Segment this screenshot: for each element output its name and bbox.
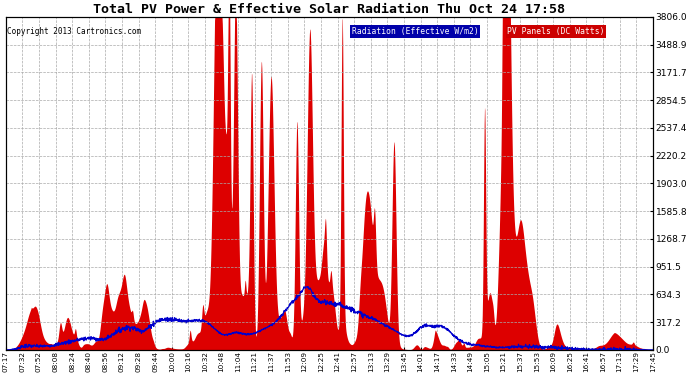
Text: Radiation (Effective W/m2): Radiation (Effective W/m2) (352, 27, 479, 36)
Title: Total PV Power & Effective Solar Radiation Thu Oct 24 17:58: Total PV Power & Effective Solar Radiati… (93, 3, 565, 16)
Text: Copyright 2013 Cartronics.com: Copyright 2013 Cartronics.com (7, 27, 141, 36)
Text: PV Panels (DC Watts): PV Panels (DC Watts) (507, 27, 604, 36)
